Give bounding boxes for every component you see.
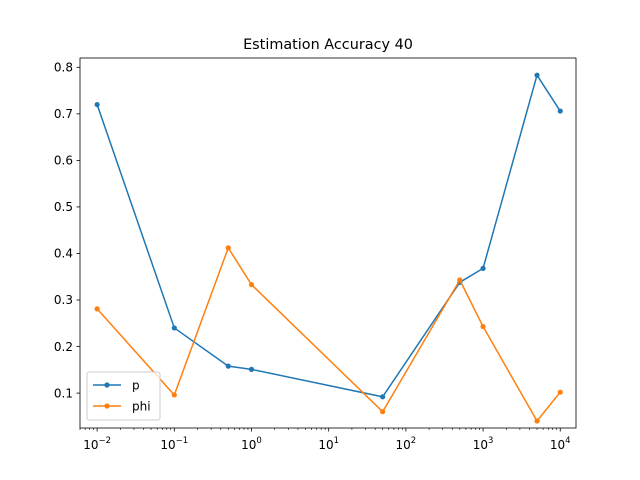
data-point-phi [557,389,563,395]
data-point-p [225,363,231,369]
axes-frame [79,57,577,429]
data-point-phi [534,418,540,424]
legend-label: p [132,379,140,393]
data-point-phi [248,282,255,288]
chart-title: Estimation Accuracy 40 [243,37,413,53]
y-tick-label: 0.7 [54,107,73,121]
x-axis: 10−2 10−1 100 101 102 103 104 [79,428,571,452]
data-point-p [380,394,386,400]
x-tick-label: 104 [550,436,571,452]
y-axis: 0.1 0.2 0.3 0.4 0.5 0.6 0.7 0.8 [54,61,80,400]
data-point-phi [457,277,463,283]
data-point-p [557,108,563,114]
data-point-phi [171,392,177,398]
data-point-phi [480,323,486,330]
x-tick-label: 103 [473,436,494,452]
data-point-p [171,325,177,331]
legend-swatch-marker [104,403,110,409]
data-point-p [480,265,486,271]
x-tick-label: 101 [318,436,339,452]
y-tick-label: 0.4 [54,247,73,261]
y-tick-label: 0.6 [54,154,73,168]
series-layer [94,72,563,424]
y-tick-label: 0.5 [54,200,73,214]
x-tick-label: 102 [396,436,417,452]
x-tick-label: 100 [241,436,262,452]
data-point-phi [380,409,386,415]
y-tick-label: 0.8 [54,61,73,75]
data-point-phi [225,245,231,251]
data-point-phi [94,306,100,312]
x-tick-label: 10−2 [83,436,111,452]
y-tick-label: 0.2 [54,340,73,354]
y-tick-label: 0.3 [54,293,73,307]
data-point-p [94,101,100,108]
legend: p phi [86,371,161,421]
y-tick-label: 0.1 [54,386,73,400]
legend-swatch-marker [104,382,110,388]
legend-label: phi [132,400,151,414]
data-point-p [534,72,540,78]
data-point-p [248,366,255,372]
x-tick-label: 10−1 [160,436,188,452]
